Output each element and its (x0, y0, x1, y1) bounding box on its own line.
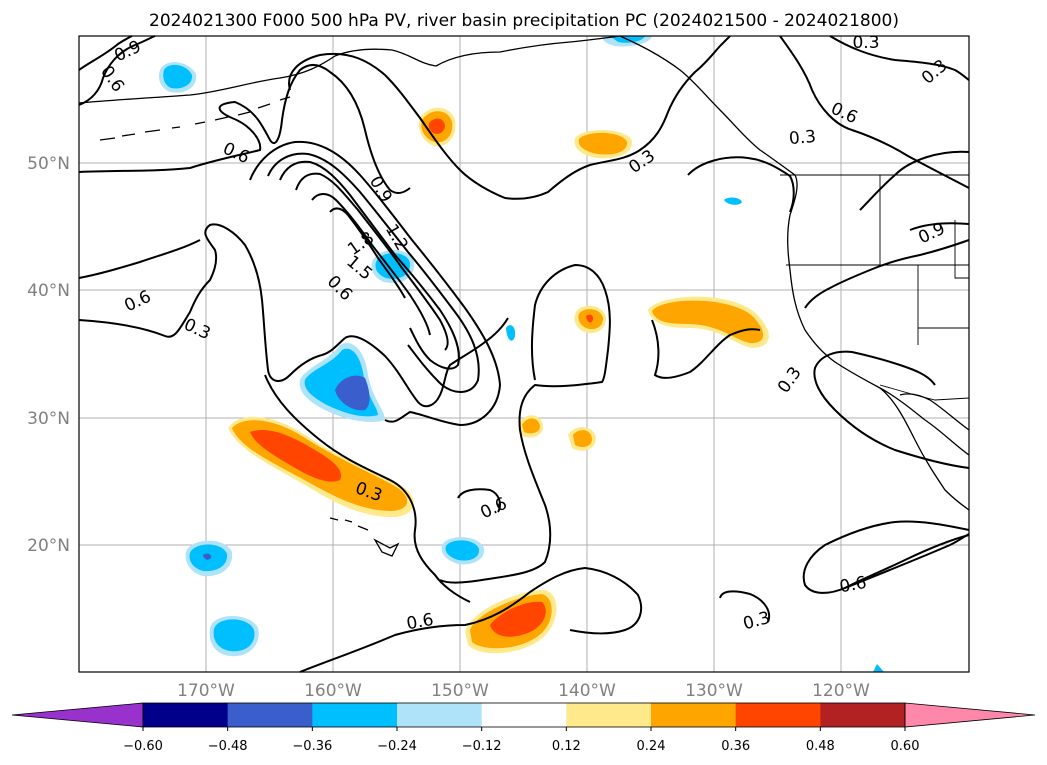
contour-0.6-big (78, 64, 411, 195)
pv-contours (78, 35, 970, 673)
colorbar-bin (481, 703, 567, 727)
contour-0.3-coast (687, 156, 795, 213)
colorbar-tick-label: 0.36 (721, 739, 750, 754)
precip-blob-positive (490, 601, 546, 637)
contour-pv-band-2 (267, 152, 480, 393)
contour-pv-outer (249, 140, 502, 427)
colorbar-tick-label: 0.24 (637, 739, 666, 754)
colorbar-bin (397, 703, 483, 727)
contour-label: 0.6 (405, 610, 435, 634)
contour-0.3-main (78, 223, 346, 382)
lat-label: 30°N (27, 409, 70, 429)
precip-blob-negative (506, 325, 516, 341)
coastlines (78, 35, 970, 557)
contour-pv-1.8 (329, 207, 406, 299)
precip-blob-positive (573, 430, 592, 447)
contour-0.3-se (719, 590, 770, 623)
border-us-mexico (879, 384, 970, 401)
precip-blob-negative (213, 619, 255, 652)
precip-shading-negative (158, 36, 884, 672)
colorbar-ticks: −0.60 −0.48 −0.36 −0.24 −0.12 0.12 0.24 0.36 0.4… (123, 727, 919, 754)
contour-pv-band-4 (311, 193, 431, 336)
colorbar (11, 702, 1036, 728)
lon-label: 150°W (431, 681, 489, 701)
contour-0.3-lower-right (813, 350, 970, 469)
colorbar-bin (143, 703, 229, 727)
contour-0.9-nw (78, 35, 133, 71)
map-area (79, 36, 969, 672)
contour-label: 0.6 (838, 573, 868, 597)
precip-blob-negative (163, 64, 193, 89)
political-borders (780, 174, 970, 401)
islands-hawaii (329, 517, 400, 557)
precip-blob-negative (203, 553, 212, 560)
colorbar-extend-high (904, 702, 1036, 728)
contour-0.6-coast (909, 222, 970, 231)
colorbar-tick-label: −0.60 (123, 739, 163, 754)
contour-0.3-top (288, 35, 731, 200)
contour-0.3-upper-right (859, 150, 970, 211)
colorbar-tick-label: −0.36 (292, 739, 332, 754)
contour-label: 0.3 (788, 127, 817, 149)
lon-label: 120°W (812, 681, 870, 701)
lon-label: 140°W (558, 681, 616, 701)
colorbar-frame (142, 702, 906, 728)
colorbar-bin (312, 703, 398, 727)
lat-label: 20°N (27, 536, 70, 556)
colorbar-tick-label: −0.24 (377, 739, 417, 754)
colorbar-bin (227, 703, 313, 727)
contour-0.3-east (344, 317, 509, 408)
contour-0.6-hawaii (457, 488, 501, 513)
coastline-alaska (78, 35, 621, 104)
lat-labels: 50°N 40°N 30°N 20°N (27, 154, 70, 556)
contour-pv-band-1 (279, 160, 460, 370)
colorbar-bin (820, 703, 906, 727)
precip-band-positive-strong (250, 430, 342, 482)
colorbar-tick-label: −0.12 (462, 739, 502, 754)
precip-blob-negative (445, 540, 480, 561)
colorbar-tick-label: 0.60 (891, 739, 920, 754)
precip-blob-positive (428, 118, 445, 134)
contour-pv-band-3 (295, 172, 449, 351)
figure-title: 2024021300 F000 500 hPa PV, river basin … (149, 11, 899, 31)
contour-0.3-sw (264, 374, 471, 603)
contour-0.3-pacific (651, 319, 761, 379)
colorbar-tick-label: −0.48 (208, 739, 248, 754)
coastline-baja (879, 387, 970, 511)
colorbar-bin (566, 703, 652, 727)
contour-0.9-right (829, 35, 970, 81)
contour-0.3-west-coast (804, 239, 970, 309)
lat-label: 50°N (27, 154, 70, 174)
lon-labels: 170°W 160°W 150°W 140°W 130°W 120°W (177, 681, 870, 701)
lon-label: 160°W (304, 681, 362, 701)
coastline-gulf (899, 393, 970, 431)
contour-0.6-west (78, 239, 201, 279)
colorbar-bin (651, 703, 737, 727)
precip-blob-negative (873, 664, 884, 672)
contour-0.3-mid-right (844, 534, 970, 589)
precip-blob-negative (335, 375, 370, 411)
contour-0.6-nw (78, 35, 156, 106)
precip-blob-positive (578, 132, 628, 155)
lon-label: 130°W (685, 681, 743, 701)
map-frame (78, 35, 970, 673)
lon-label: 170°W (177, 681, 235, 701)
colorbar-extend-low (11, 702, 144, 728)
border-state-lines (786, 175, 969, 345)
contour-0.6-right (779, 35, 970, 189)
precip-blob-positive (522, 418, 540, 434)
precip-blob-positive (586, 314, 594, 323)
coastline-aleutians (99, 96, 291, 141)
lat-label: 40°N (27, 281, 70, 301)
colorbar-tick-label: 0.12 (552, 739, 581, 754)
contour-0.3-south (299, 566, 643, 673)
precip-blob-negative (724, 197, 742, 205)
contour-0.3-central (439, 263, 611, 584)
colorbar-bin (735, 703, 821, 727)
colorbar-tick-label: 0.48 (806, 739, 835, 754)
contour-label: 0.3 (852, 33, 879, 53)
contour-0.3-bottom-right (802, 520, 970, 594)
